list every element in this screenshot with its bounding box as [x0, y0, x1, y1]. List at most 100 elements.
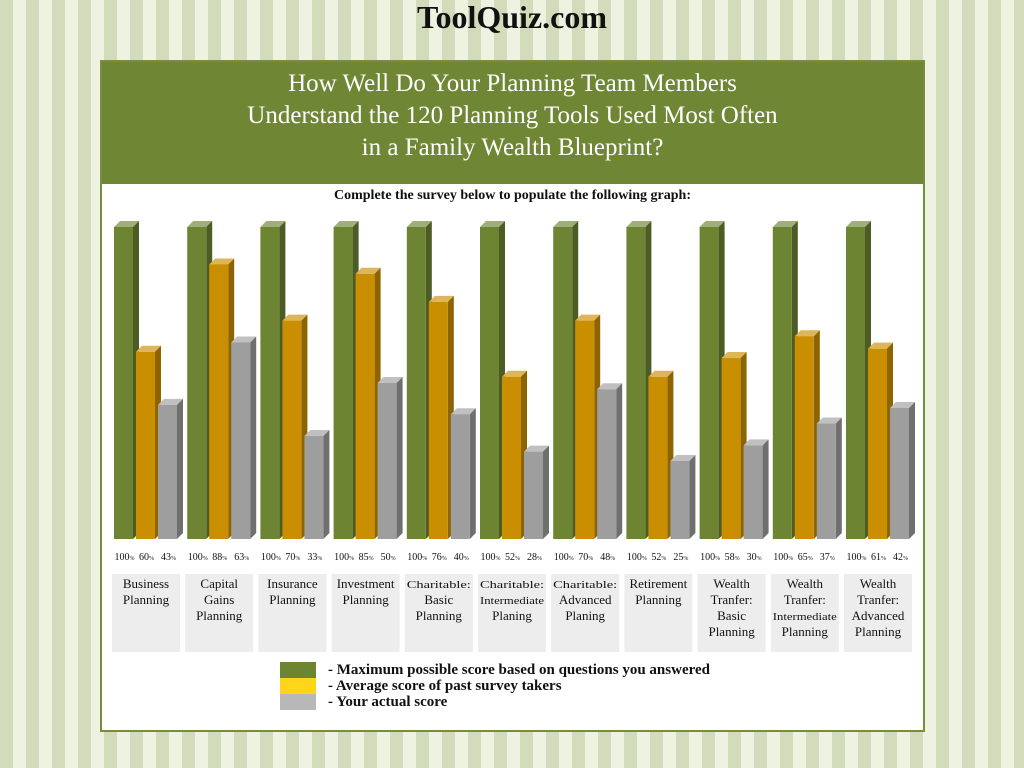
category-label: Advanced	[559, 592, 612, 607]
legend-item-average: - Average score of past survey takers	[280, 678, 840, 694]
category-label: Planning	[708, 624, 755, 639]
category-label-box	[112, 574, 180, 652]
value-label: 65%	[798, 552, 813, 563]
bar-actual	[231, 342, 251, 539]
category-label: Planning	[855, 624, 902, 639]
value-label: 100%	[115, 552, 135, 563]
chart-title-line: in a Family Wealth Blueprint?	[361, 134, 664, 161]
category-label: Wealth	[860, 576, 897, 591]
bar-max	[260, 227, 280, 539]
value-label: 100%	[847, 552, 867, 563]
bar-max-top	[480, 221, 505, 227]
category-label: Planing	[565, 608, 605, 623]
bar-actual	[158, 404, 177, 539]
legend-item-actual: - Your actual score	[280, 694, 840, 710]
value-label: 28%	[527, 552, 542, 563]
bar-average	[502, 376, 521, 539]
bar-average-top	[868, 342, 893, 349]
bar-actual	[816, 423, 836, 539]
category-label: Wealth	[713, 576, 750, 591]
value-label: 100%	[554, 552, 574, 563]
bar-actual-side	[616, 383, 623, 539]
bar-average-top	[136, 345, 161, 352]
bar-actual	[377, 383, 397, 539]
bar-actual	[890, 407, 909, 539]
legend-label-actual: - Your actual score	[328, 694, 448, 710]
bar-average	[428, 301, 448, 539]
bar-actual-side	[177, 398, 183, 539]
value-label: 60%	[139, 552, 154, 563]
bar-actual-top	[816, 417, 842, 424]
category-label: Retirement	[630, 576, 688, 591]
bar-average-top	[282, 314, 308, 321]
bar-actual	[450, 414, 470, 539]
value-label: 33%	[307, 552, 322, 563]
value-label: 100%	[261, 552, 281, 563]
value-label: 100%	[700, 552, 720, 563]
bar-max-top	[553, 221, 579, 227]
bar-actual-top	[231, 336, 257, 343]
category-label-box	[697, 574, 766, 652]
value-label: 88%	[212, 552, 227, 563]
value-label: 63%	[234, 552, 249, 563]
category-label: Basic	[717, 608, 746, 623]
legend: - Maximum possible score based on questi…	[280, 662, 840, 710]
bar-max-top	[260, 221, 286, 227]
category-label-box	[478, 574, 546, 652]
bar-actual-side	[396, 377, 403, 539]
category-label-box	[331, 574, 400, 652]
value-label: 52%	[505, 552, 520, 563]
category-label: Tranfer:	[784, 592, 826, 607]
bar-average	[648, 376, 668, 539]
bar-max-top	[406, 221, 432, 227]
bar-actual-side	[762, 439, 769, 539]
bar-actual	[670, 461, 690, 539]
category-label-box	[844, 574, 912, 652]
chart-header: How Well Do Your Planning Team Members U…	[102, 62, 923, 184]
category-label: Tranfer:	[857, 592, 899, 607]
bar-actual-side	[543, 445, 549, 539]
bar-actual-top	[158, 398, 183, 405]
value-label: 43%	[161, 552, 176, 563]
chart-title-line: Understand the 120 Planning Tools Used M…	[247, 102, 778, 129]
category-label: Intermediate	[773, 611, 837, 623]
bar-actual	[743, 445, 763, 539]
legend-swatch-actual	[280, 694, 316, 710]
legend-swatch-average	[280, 678, 316, 694]
category-label: Planning	[635, 592, 682, 607]
category-label: Planning	[123, 592, 170, 607]
value-label: 100%	[773, 552, 793, 563]
bar-max-top	[699, 221, 725, 227]
bar-actual-side	[909, 401, 915, 539]
category-label: Planning	[196, 608, 243, 623]
bar-max	[772, 227, 792, 539]
value-label: 61%	[871, 552, 886, 563]
category-label: Planning	[342, 592, 389, 607]
category-label: Tranfer:	[711, 592, 753, 607]
value-label: 70%	[285, 552, 300, 563]
bar-average-top	[794, 330, 820, 337]
bar-average	[282, 320, 302, 539]
value-label: 100%	[188, 552, 208, 563]
bar-average	[136, 351, 155, 539]
category-label: Planning	[416, 608, 463, 623]
value-label: 40%	[454, 552, 469, 563]
value-label: 37%	[820, 552, 835, 563]
category-label-box	[258, 574, 327, 652]
value-label: 100%	[407, 552, 427, 563]
legend-label-max: - Maximum possible score based on questi…	[328, 662, 710, 678]
bar-average	[355, 273, 375, 539]
category-label-box	[185, 574, 254, 652]
category-label: Charitable:	[480, 579, 544, 591]
bar-actual-top	[377, 377, 403, 383]
category-label-box	[404, 574, 473, 652]
bar-actual-side	[469, 408, 476, 539]
value-label: 25%	[673, 552, 688, 563]
bar-max-top	[187, 221, 213, 227]
chart-panel: How Well Do Your Planning Team Members U…	[100, 60, 925, 732]
value-label: 76%	[432, 552, 447, 563]
category-label: Charitable:	[407, 579, 471, 591]
legend-label-average: - Average score of past survey takers	[328, 678, 562, 694]
bar-average	[794, 336, 814, 539]
value-label: 42%	[893, 552, 908, 563]
